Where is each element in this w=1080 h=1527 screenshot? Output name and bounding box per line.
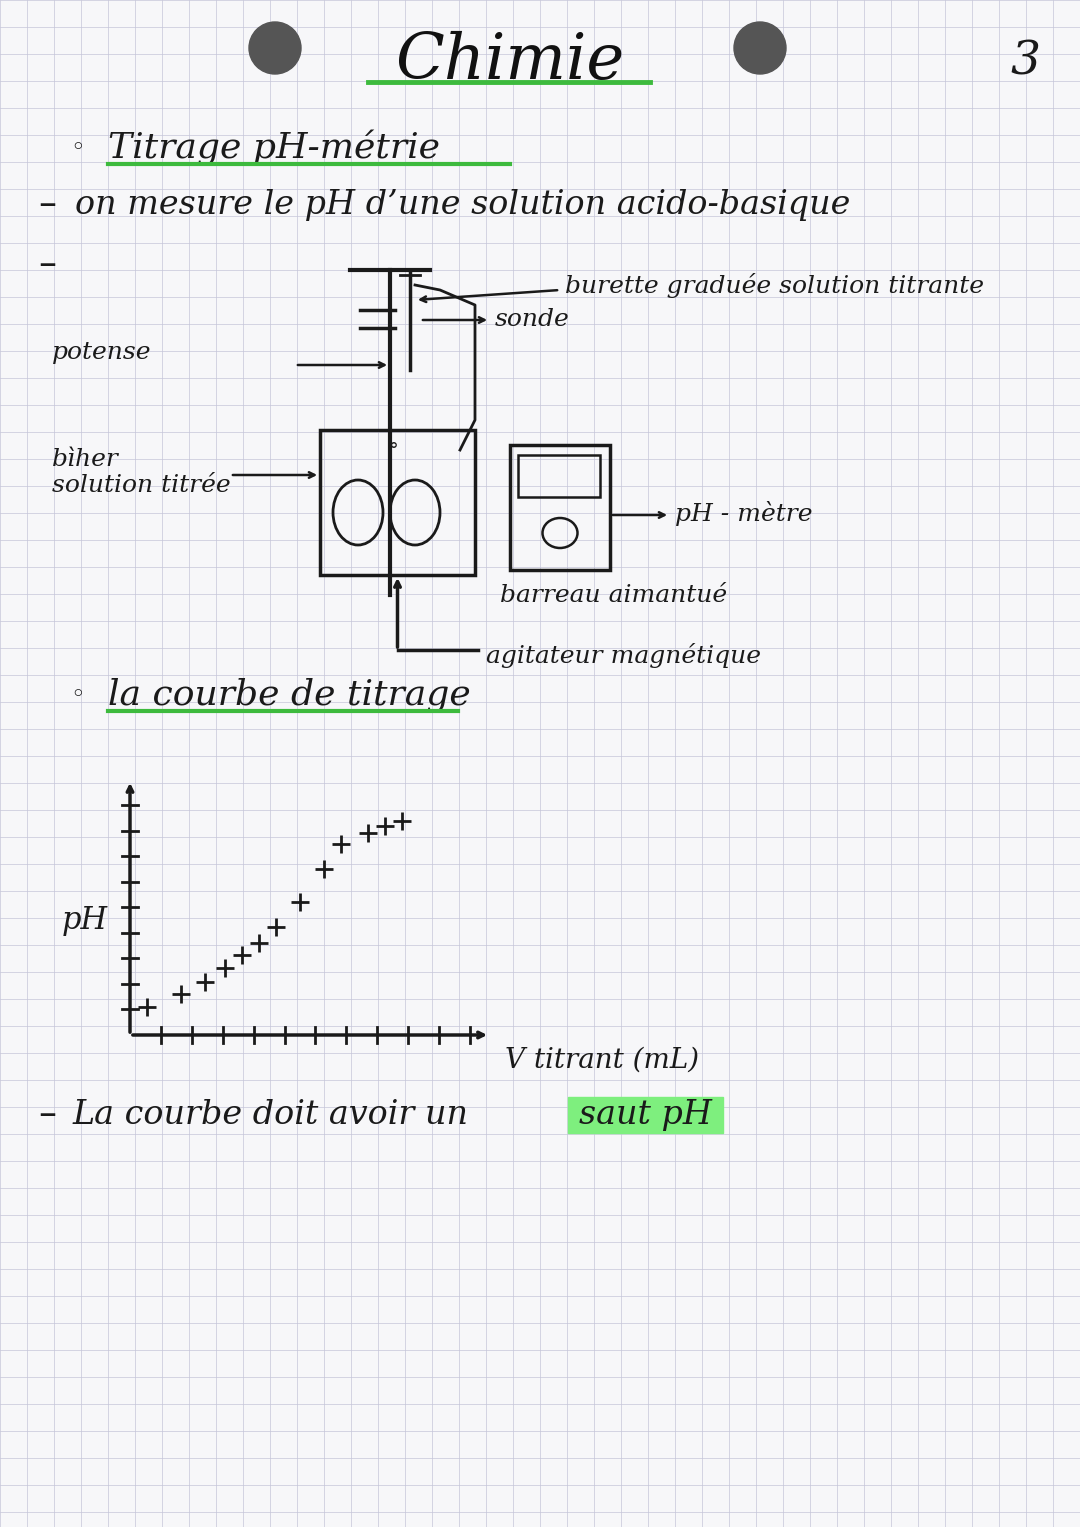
Text: Chimie: Chimie [395, 31, 624, 93]
Circle shape [249, 21, 301, 73]
Text: ◦: ◦ [70, 683, 85, 707]
Bar [510, 444, 610, 570]
Text: –: – [38, 188, 56, 221]
Text: agitateur magnétique: agitateur magnétique [486, 643, 760, 667]
Text: la courbe de titrage: la courbe de titrage [108, 678, 471, 712]
Text: saut pH: saut pH [579, 1099, 712, 1132]
Bar [568, 1096, 723, 1133]
Bar [518, 455, 600, 496]
Text: V titrant (mL): V titrant (mL) [505, 1046, 699, 1073]
Text: pH - mètre: pH - mètre [675, 501, 812, 525]
Text: potense: potense [52, 341, 151, 363]
Bar [320, 431, 475, 576]
Text: –: – [38, 1098, 56, 1132]
Text: on mesure le pH d’une solution acido-basique: on mesure le pH d’une solution acido-bas… [75, 189, 850, 221]
Text: solution titrée: solution titrée [52, 473, 231, 496]
Text: pH: pH [62, 904, 108, 936]
Text: °: ° [388, 440, 397, 460]
Text: sonde: sonde [495, 308, 570, 331]
Circle shape [734, 21, 786, 73]
Text: Titrage pH-métrie: Titrage pH-métrie [108, 130, 440, 166]
Text: La courbe doit avoir un: La courbe doit avoir un [72, 1099, 478, 1132]
Text: –: – [38, 247, 56, 282]
Text: barreau aimantué: barreau aimantué [500, 583, 727, 606]
Text: 3: 3 [1010, 40, 1040, 84]
Text: ◦: ◦ [70, 136, 85, 160]
Text: bìher: bìher [52, 449, 119, 472]
Text: burette graduée solution titrante: burette graduée solution titrante [565, 272, 984, 298]
